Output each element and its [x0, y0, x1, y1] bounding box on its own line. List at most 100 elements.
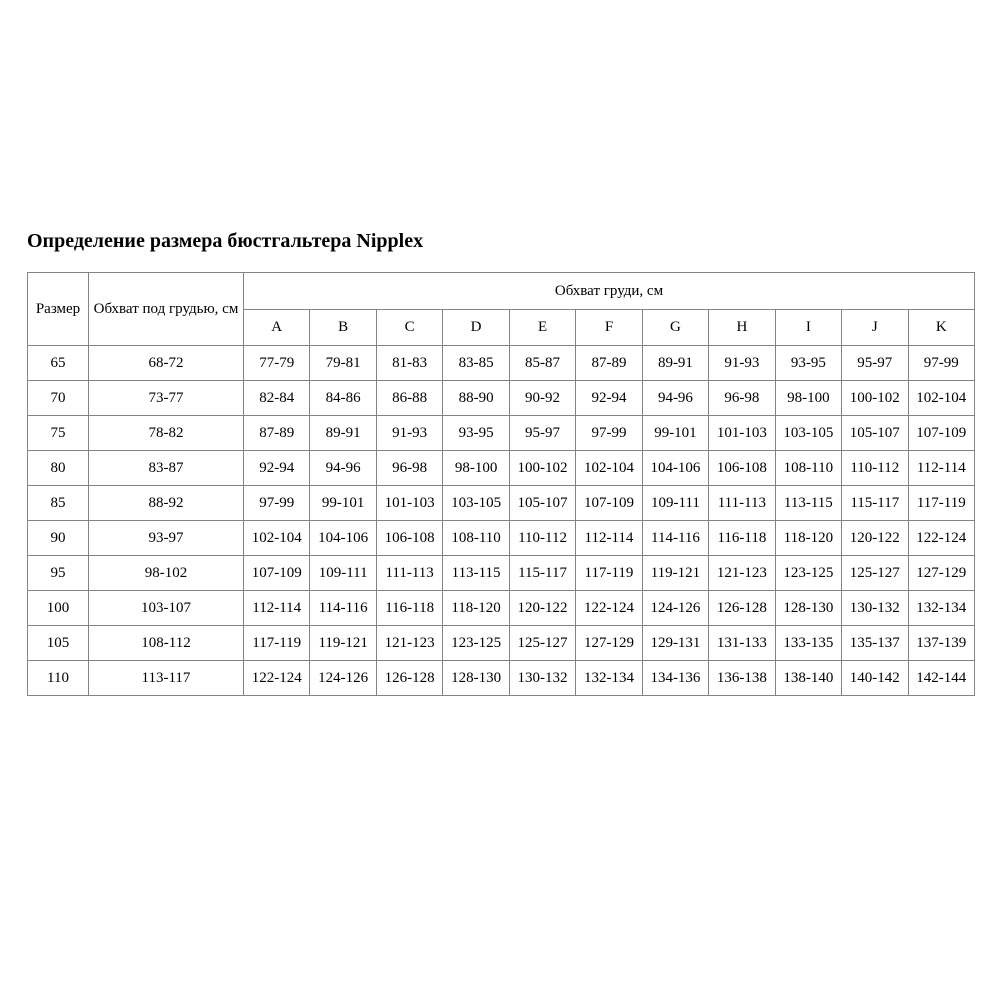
cell-bust-range: 104-106	[641, 450, 710, 486]
cell-bust-range: 106-108	[375, 520, 444, 556]
col-header-cup-C: C	[375, 309, 444, 346]
col-header-cup-A: A	[242, 309, 311, 346]
cell-bust-range: 108-110	[442, 520, 510, 556]
cell-size: 110	[27, 660, 89, 696]
table-row-size-65: 65 68-72 77-79 79-81 81-83 83-85 85-87 87-89 89-…	[27, 345, 976, 381]
cell-underbust-range: 83-87	[88, 450, 244, 486]
cell-size: 95	[27, 555, 89, 591]
cell-bust-range: 123-125	[774, 555, 843, 591]
cell-size: 80	[27, 450, 89, 486]
cell-bust-range: 116-118	[708, 520, 776, 556]
cell-bust-range: 117-119	[575, 555, 643, 591]
cell-bust-range: 89-91	[309, 415, 377, 451]
cell-bust-range: 117-119	[907, 485, 976, 521]
cell-bust-range: 93-95	[774, 345, 843, 381]
cell-underbust-range: 98-102	[88, 555, 244, 591]
col-header-cup-F: F	[575, 309, 643, 346]
cell-bust-range: 117-119	[242, 625, 311, 661]
cell-bust-range: 88-90	[442, 380, 510, 416]
cell-bust-range: 89-91	[641, 345, 710, 381]
cell-bust-range: 115-117	[508, 555, 577, 591]
cell-bust-range: 128-130	[442, 660, 510, 696]
cell-bust-range: 91-93	[375, 415, 444, 451]
cell-bust-range: 94-96	[309, 450, 377, 486]
cell-underbust-range: 108-112	[88, 625, 244, 661]
cell-bust-range: 132-134	[575, 660, 643, 696]
cell-underbust-range: 68-72	[88, 345, 244, 381]
cell-bust-range: 99-101	[309, 485, 377, 521]
header-row-top: Размер Обхват под грудью, см Обхват груд…	[27, 272, 975, 346]
col-header-cup-D: D	[442, 309, 510, 346]
cell-bust-range: 112-114	[907, 450, 976, 486]
cell-bust-range: 77-79	[242, 345, 311, 381]
col-header-cup-E: E	[508, 309, 577, 346]
table-row-size-85: 85 88-92 97-99 99-101 101-103 103-105 105-107 1…	[27, 485, 976, 521]
col-header-cup-G: G	[641, 309, 710, 346]
table-row-size-80: 80 83-87 92-94 94-96 96-98 98-100 100-102 102-1…	[27, 450, 976, 486]
table-row-size-70: 70 73-77 82-84 84-86 86-88 88-90 90-92 92-94 94-…	[27, 380, 976, 416]
cell-bust-range: 102-104	[242, 520, 311, 556]
cell-bust-range: 94-96	[641, 380, 710, 416]
cell-bust-range: 119-121	[641, 555, 710, 591]
cell-bust-range: 107-109	[907, 415, 976, 451]
cell-bust-range: 101-103	[708, 415, 776, 451]
cell-bust-range: 120-122	[508, 590, 577, 626]
cell-size: 100	[27, 590, 89, 626]
cell-bust-range: 95-97	[508, 415, 577, 451]
cell-bust-range: 92-94	[242, 450, 311, 486]
cell-bust-range: 82-84	[242, 380, 311, 416]
cell-bust-range: 130-132	[841, 590, 909, 626]
cell-underbust-range: 88-92	[88, 485, 244, 521]
cell-bust-range: 110-112	[508, 520, 577, 556]
cell-bust-range: 118-120	[442, 590, 510, 626]
cell-bust-range: 96-98	[375, 450, 444, 486]
cell-bust-range: 92-94	[575, 380, 643, 416]
cell-bust-range: 127-129	[575, 625, 643, 661]
cell-bust-range: 121-123	[708, 555, 776, 591]
bra-size-table: Размер Обхват под грудью, см Обхват груд…	[27, 272, 976, 696]
cell-bust-range: 99-101	[641, 415, 710, 451]
cell-bust-range: 113-115	[774, 485, 843, 521]
col-header-cup-I: I	[774, 309, 843, 346]
cell-bust-range: 98-100	[442, 450, 510, 486]
cell-bust-range: 130-132	[508, 660, 577, 696]
cell-bust-range: 105-107	[508, 485, 577, 521]
cell-bust-range: 87-89	[242, 415, 311, 451]
cell-bust-range: 131-133	[708, 625, 776, 661]
col-header-cup-B: B	[309, 309, 377, 346]
table-row-size-95: 95 98-102 107-109 109-111 111-113 113-115 115-…	[27, 555, 976, 591]
cell-bust-range: 110-112	[841, 450, 909, 486]
cell-bust-range: 121-123	[375, 625, 444, 661]
cell-bust-range: 133-135	[774, 625, 843, 661]
cell-underbust-range: 103-107	[88, 590, 244, 626]
cell-bust-range: 138-140	[774, 660, 843, 696]
cell-bust-range: 105-107	[841, 415, 909, 451]
cell-bust-range: 119-121	[309, 625, 377, 661]
cell-underbust-range: 73-77	[88, 380, 244, 416]
cell-bust-range: 81-83	[375, 345, 444, 381]
cell-bust-range: 100-102	[841, 380, 909, 416]
cell-bust-range: 107-109	[242, 555, 311, 591]
cell-bust-range: 132-134	[907, 590, 976, 626]
table-row-size-75: 75 78-82 87-89 89-91 91-93 93-95 95-97 97-99 99-…	[27, 415, 976, 451]
cell-bust-range: 96-98	[708, 380, 776, 416]
table-row-size-100: 100 103-107 112-114 114-116 116-118 118-120 12…	[27, 590, 976, 626]
cell-bust-range: 116-118	[375, 590, 444, 626]
cell-bust-range: 106-108	[708, 450, 776, 486]
cell-bust-range: 86-88	[375, 380, 444, 416]
table-row-size-110: 110 113-117 122-124 124-126 126-128 128-130 13…	[27, 660, 976, 696]
cell-bust-range: 87-89	[575, 345, 643, 381]
cell-bust-range: 136-138	[708, 660, 776, 696]
cell-bust-range: 140-142	[841, 660, 909, 696]
cell-bust-range: 102-104	[907, 380, 976, 416]
cell-bust-range: 124-126	[641, 590, 710, 626]
cell-size: 85	[27, 485, 89, 521]
cell-bust-range: 126-128	[375, 660, 444, 696]
cell-bust-range: 98-100	[774, 380, 843, 416]
col-header-size: Размер	[27, 272, 89, 346]
cell-size: 75	[27, 415, 89, 451]
table-row-size-105: 105 108-112 117-119 119-121 121-123 123-125 12…	[27, 625, 976, 661]
cell-bust-range: 100-102	[508, 450, 577, 486]
cell-bust-range: 85-87	[508, 345, 577, 381]
